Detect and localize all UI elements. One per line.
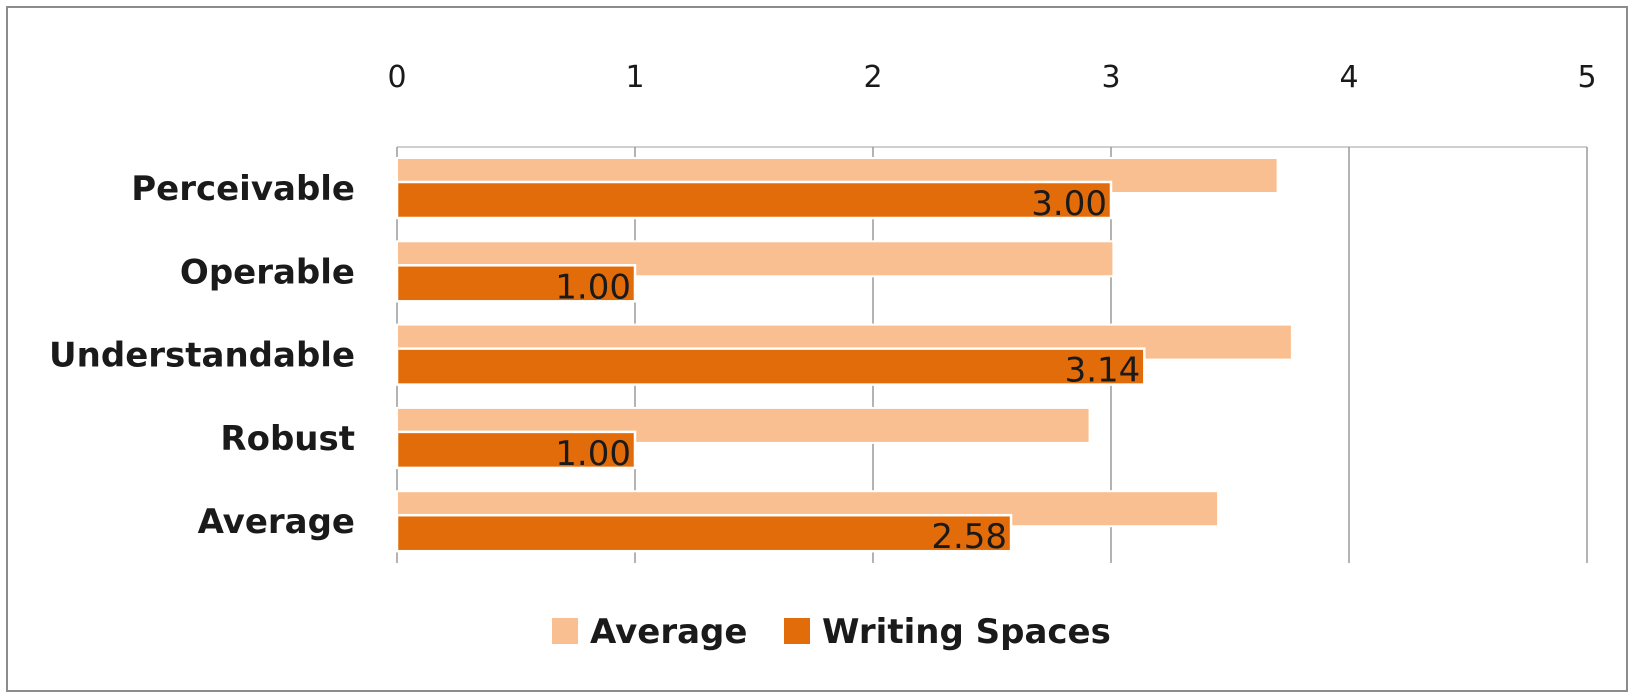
x-tick-label: 5 [1577,60,1596,95]
legend-label: Writing Spaces [822,612,1111,652]
bar-writing-spaces [395,347,1146,386]
data-label: 3.00 [1031,184,1107,224]
x-tick-label: 2 [863,60,882,95]
legend-swatch [784,618,810,644]
legend-label: Average [590,612,747,652]
category-label: Average [198,502,355,542]
data-label: 3.14 [1065,351,1141,391]
legend-swatch [552,618,578,644]
data-label: 2.58 [931,517,1007,557]
x-tick-label: 4 [1339,60,1358,95]
bar-writing-spaces [395,180,1113,220]
category-label: Perceivable [131,169,355,209]
bar-writing-spaces [395,430,637,470]
category-label: Understandable [49,336,355,376]
x-tick-label: 0 [387,60,406,95]
category-label: Operable [180,252,355,292]
x-tick-label: 1 [625,60,644,95]
x-tick-label: 3 [1101,60,1120,95]
data-label: 1.00 [555,267,631,307]
category-label: Robust [220,419,355,459]
data-label: 1.00 [555,434,631,474]
bar-writing-spaces [395,264,637,303]
bar-writing-spaces [395,513,1013,553]
